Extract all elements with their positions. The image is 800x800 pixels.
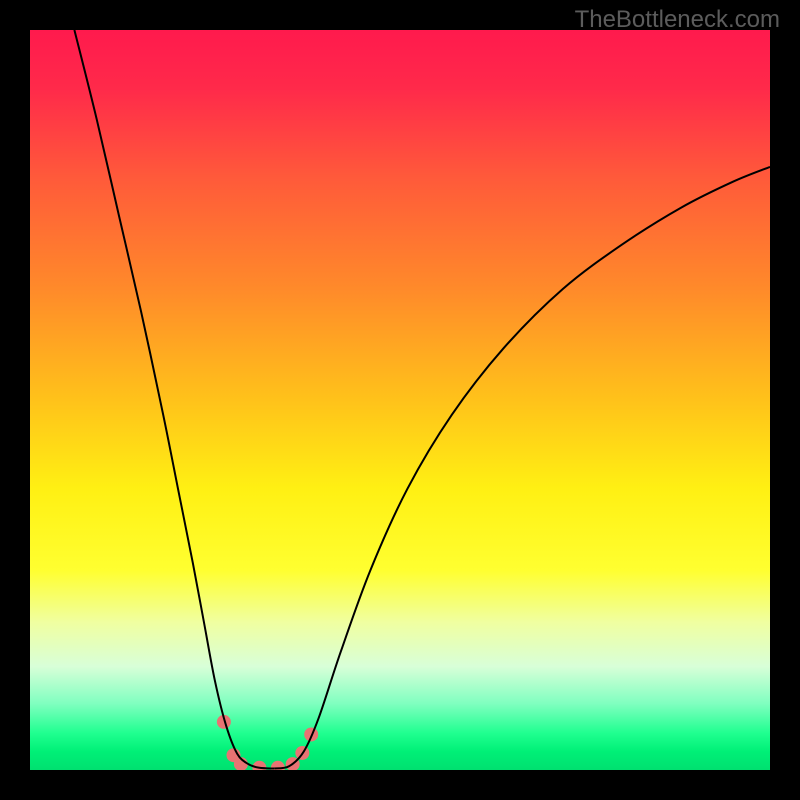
plot-group: [74, 30, 770, 775]
curve-right-branch: [274, 167, 770, 769]
watermark-text: TheBottleneck.com: [575, 6, 780, 34]
curve-left-branch: [74, 30, 274, 769]
chart-container: TheBottleneck.com: [0, 0, 800, 800]
plot-svg: [0, 0, 800, 800]
